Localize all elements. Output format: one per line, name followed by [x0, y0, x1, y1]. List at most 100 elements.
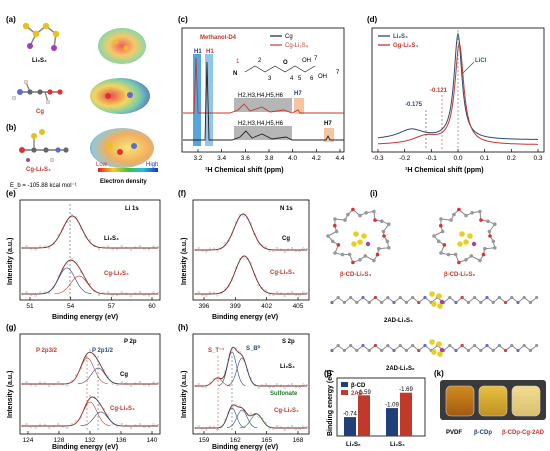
- title-g: P 2p: [124, 339, 137, 345]
- sb-label: S_B⁰: [246, 345, 261, 352]
- sulfur-atom: [431, 301, 437, 307]
- d-tick-label: -0.2: [399, 155, 411, 162]
- panel-e: (e) Li 1s Li₂S₄ Cg-Li₂S₄ Intensity (a.u.…: [6, 189, 160, 321]
- f-data-point: [284, 295, 286, 297]
- e-tick-label: 54: [67, 303, 75, 310]
- f-data-point: [205, 251, 207, 253]
- c-tick-label: 3.6: [241, 155, 250, 162]
- label-li2s4: Li₂S₄: [32, 58, 47, 64]
- atom: [380, 219, 384, 223]
- top-label-f: Cg: [282, 236, 290, 242]
- h-data-point: [273, 386, 275, 388]
- d-tick-label: -0.3: [372, 155, 384, 162]
- atom: [348, 253, 352, 257]
- atom: [535, 344, 538, 347]
- cat-label-0: Li₂S₆: [346, 442, 361, 448]
- e-tick-label: 51: [26, 303, 34, 310]
- panel-label-h: (h): [178, 323, 189, 332]
- ylabel-g: Intensity (a.u.): [7, 371, 14, 418]
- g-data-point: [130, 427, 132, 429]
- atom: [492, 240, 496, 244]
- e-component-peak: [55, 276, 104, 294]
- panel-g: (g) P 2p P 2p3/2 P 2p1/2 Cg Cg-Li₂S₄ Int…: [6, 323, 160, 451]
- panel-label-i: (i): [370, 189, 378, 198]
- h-data-point: [273, 428, 275, 430]
- st-label: S_T⁻¹: [208, 347, 224, 354]
- atom: [482, 253, 486, 257]
- h-data-point: [302, 384, 304, 386]
- panel-c: (c) Methanol-D4 Cg Cg-Li₂S₄ N O OH OH 1 …: [178, 15, 345, 174]
- f-data-point: [265, 246, 267, 248]
- li2s4-molecule: [23, 23, 59, 51]
- d-tick-label: 0.2: [507, 155, 516, 162]
- bar-2AD-Li₂S₆: [358, 395, 370, 436]
- e-data-point: [107, 245, 109, 247]
- h-component-peak: [227, 410, 257, 428]
- cat-label-1: Li₂S₄: [390, 442, 405, 448]
- xlabel-c: ¹H Chemical shift (ppm): [205, 167, 284, 174]
- h-tick-label: 159: [199, 437, 210, 444]
- atom: [493, 246, 497, 250]
- atom-num-7a: 7: [314, 56, 318, 62]
- g-data-point: [121, 381, 123, 383]
- g-data-point: [39, 382, 41, 384]
- h-data-point: [299, 429, 301, 431]
- f-data-point: [209, 292, 211, 294]
- panel-f: (f) N 1s Cg Cg-Li₂S₄ Intensity (a.u.) 39…: [178, 189, 309, 321]
- g-data-point: [66, 385, 68, 387]
- g-data-point: [148, 385, 150, 387]
- bot-label-g: Cg-Li₂S₄: [110, 406, 135, 412]
- g-data-point: [89, 395, 91, 397]
- atom: [457, 261, 461, 265]
- bar-value-label: -1.59: [357, 390, 371, 396]
- sulfur-atom: [361, 233, 367, 239]
- label-2ad-li2s6: 2AD-Li₂S₆: [386, 366, 415, 372]
- g-data-point: [48, 427, 50, 429]
- e-data-point: [112, 249, 114, 251]
- f-data-point: [217, 295, 219, 297]
- atom: [351, 261, 355, 265]
- h-data-point: [284, 429, 286, 431]
- e-tick-label: 60: [148, 303, 156, 310]
- d-tick-label: 0.0: [453, 155, 462, 162]
- cg-molecule: [12, 80, 63, 104]
- atom: [346, 213, 350, 217]
- g-data-point: [153, 424, 155, 426]
- h2-label-top: H2,H3,H4,H5,H6: [238, 93, 284, 99]
- e-data-point: [71, 214, 73, 216]
- f-tick-label: 399: [230, 303, 241, 310]
- atom: [439, 224, 443, 228]
- bot-label-f: Cg-Li₂S₄: [270, 270, 295, 276]
- xlabel-h: Binding energy (eV): [212, 444, 278, 451]
- c-tick-label: 3.8: [264, 155, 273, 162]
- xlabel-g: Binding energy (eV): [52, 444, 118, 451]
- sulfur-atom: [459, 231, 465, 237]
- binding-energy-label: E_b = -105.88 kcal mol⁻¹: [10, 183, 77, 189]
- panel-label-f: (f): [178, 189, 186, 198]
- scale-high-label: High: [146, 162, 158, 168]
- oh-label-2: OH: [318, 74, 327, 80]
- sulfonate-label: Sulfonate: [270, 391, 298, 397]
- legend-swatch-bcd: [341, 382, 348, 387]
- legend-cgli: Cg-Li₂S₄: [285, 43, 309, 49]
- h1-label-b: H1: [206, 49, 214, 55]
- e-data-point: [98, 248, 100, 250]
- bar-value-label: -1.09: [385, 403, 399, 409]
- h-data-point: [295, 428, 297, 430]
- cg-li2s4-molecule: [19, 129, 69, 162]
- 2ad-li2s4-model: [330, 291, 538, 309]
- bot-label-e: Cg-Li₂S₄: [104, 271, 129, 277]
- f-tick-label: 396: [199, 303, 210, 310]
- panel-label-d: (d): [367, 15, 378, 24]
- g-data-point: [130, 385, 132, 387]
- atom: [373, 218, 377, 222]
- atom-num-5: 5: [298, 76, 302, 82]
- e-data-point: [26, 291, 28, 293]
- c-tick-label: 3.2: [193, 155, 202, 162]
- atom: [486, 219, 490, 223]
- panel-d: (d) Li₂S₄ Gg-Li₂S₄ LiCl -0.121 -0.175 -0…: [367, 15, 544, 174]
- f-data-point: [265, 289, 267, 291]
- lithium-atom: [366, 242, 370, 246]
- e-data-point: [144, 248, 146, 250]
- licl-label: LiCl: [475, 58, 487, 64]
